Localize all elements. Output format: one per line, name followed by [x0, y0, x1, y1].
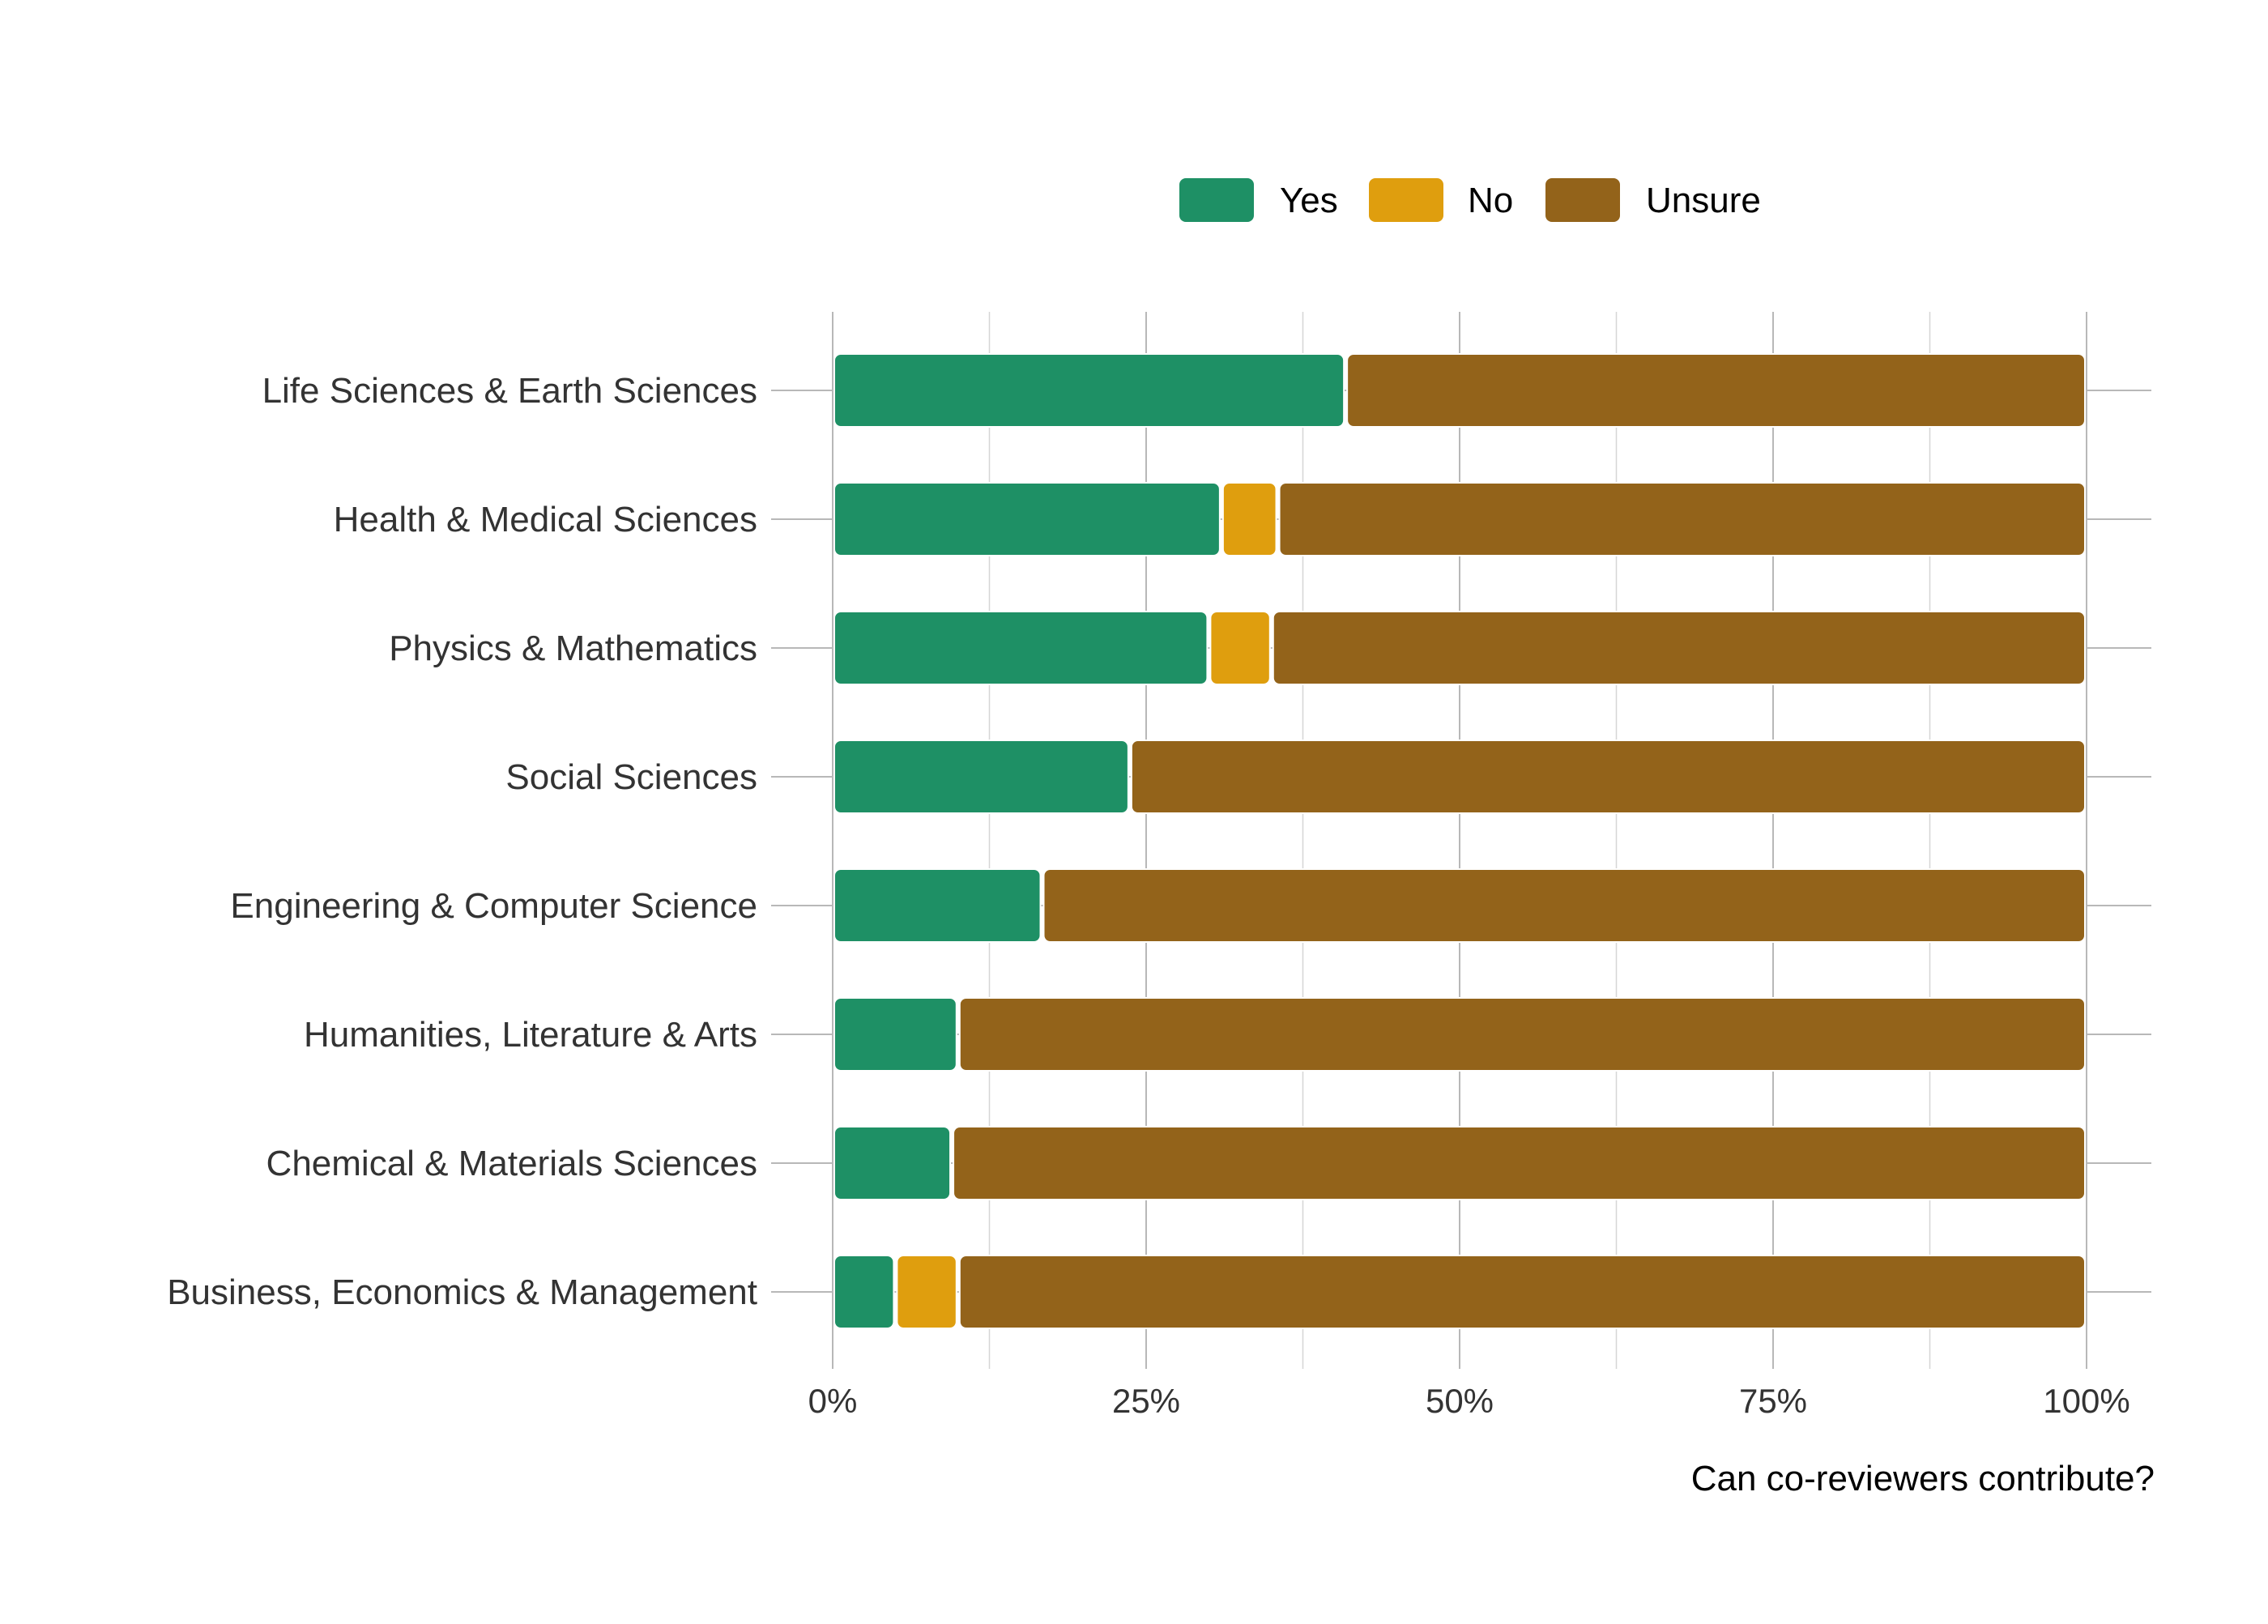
bar-yes — [833, 482, 1221, 556]
legend-label-no: No — [1468, 181, 1513, 220]
bar-yes — [833, 997, 957, 1072]
bar-unsure — [958, 1255, 2086, 1329]
category-label: Humanities, Literature & Arts — [304, 1015, 757, 1055]
bar-unsure — [1346, 353, 2086, 428]
bar-yes — [833, 611, 1209, 685]
x-tick-label: 75% — [1739, 1382, 1807, 1420]
bar-no — [1221, 482, 1277, 556]
bar-yes — [833, 353, 1345, 428]
category-label: Social Sciences — [505, 757, 757, 797]
grid-lines — [771, 312, 2151, 1369]
category-label: Health & Medical Sciences — [334, 500, 757, 539]
x-tick-label: 25% — [1112, 1382, 1180, 1420]
bar-unsure — [1278, 482, 2087, 556]
category-label: Engineering & Computer Science — [230, 886, 757, 926]
legend-swatch-no — [1369, 178, 1443, 222]
x-axis-title: Can co-reviewers contribute? — [1691, 1459, 2155, 1498]
bar-yes — [833, 1255, 895, 1329]
bar-unsure — [1272, 611, 2087, 685]
legend-swatch-yes — [1179, 178, 1254, 222]
category-label: Physics & Mathematics — [389, 629, 757, 668]
bar-no — [1209, 611, 1271, 685]
bar-unsure — [1042, 868, 2086, 943]
bars — [833, 353, 2087, 1329]
bar-yes — [833, 1126, 952, 1200]
x-tick-labels: 0% 25% 50% 75% 100% — [808, 1382, 2130, 1420]
bar-unsure — [953, 1126, 2086, 1200]
bar-unsure — [1130, 740, 2086, 814]
bar-yes — [833, 740, 1129, 814]
bar-yes — [833, 868, 1042, 943]
bar-unsure — [958, 997, 2086, 1072]
x-tick-label: 100% — [2043, 1382, 2129, 1420]
bar-no — [896, 1255, 957, 1329]
category-label: Life Sciences & Earth Sciences — [262, 371, 757, 411]
x-tick-label: 50% — [1426, 1382, 1494, 1420]
legend-label-unsure: Unsure — [1646, 181, 1761, 220]
legend: Yes No Unsure — [1179, 178, 1761, 222]
x-tick-label: 0% — [808, 1382, 858, 1420]
category-label: Business, Economics & Management — [167, 1272, 757, 1312]
category-labels: Life Sciences & Earth Sciences Health & M… — [167, 371, 757, 1312]
legend-label-yes: Yes — [1280, 181, 1338, 220]
category-label: Chemical & Materials Sciences — [266, 1144, 757, 1183]
legend-swatch-unsure — [1545, 178, 1620, 222]
